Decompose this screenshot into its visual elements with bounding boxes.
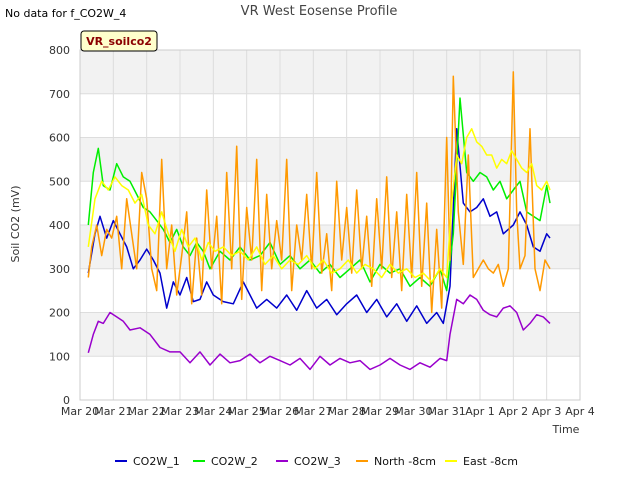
x-tick-label: Apr 3 <box>532 405 562 418</box>
series-lines <box>87 71 551 371</box>
y-tick-label: 500 <box>49 175 70 188</box>
badge: VR_soilco2 <box>80 30 158 52</box>
x-tick-label: Apr 1 <box>465 405 495 418</box>
y-tick-label: 700 <box>49 88 70 101</box>
series-line-co2w-1 <box>87 128 551 325</box>
chart-title: VR West Eosense Profile <box>241 4 398 19</box>
plot-bands <box>80 50 580 357</box>
x-tick-label: Mar 21 <box>94 405 132 418</box>
plot-band <box>80 50 580 94</box>
x-tick-label: Apr 4 <box>565 405 595 418</box>
legend: CO2W_1 CO2W_2 CO2W_3 North -8cm East -8cm <box>115 455 518 468</box>
x-tick-label: Mar 27 <box>294 405 332 418</box>
y-tick-label: 300 <box>49 263 70 276</box>
x-tick-label: Apr 2 <box>499 405 529 418</box>
y-tick-label: 100 <box>49 350 70 363</box>
y-axis: 0 100 200 300 400 500 600 700 800 <box>49 44 70 407</box>
y-tick-label: 800 <box>49 44 70 57</box>
legend-label: CO2W_1 <box>133 455 180 468</box>
y-axis-title: Soil CO2 (mV) <box>9 186 22 263</box>
x-tick-label: Mar 20 <box>61 405 99 418</box>
legend-label: CO2W_3 <box>294 455 341 468</box>
series-line-north-8cm <box>87 71 551 314</box>
legend-label: CO2W_2 <box>211 455 258 468</box>
series-line-east-8cm <box>87 128 551 283</box>
x-tick-label: Mar 30 <box>394 405 432 418</box>
badge-label: VR_soilco2 <box>86 35 152 48</box>
legend-label: North -8cm <box>374 455 436 468</box>
x-tick-label: Mar 28 <box>328 405 366 418</box>
legend-label: East -8cm <box>463 455 518 468</box>
y-tick-label: 400 <box>49 219 70 232</box>
x-tick-label: Mar 29 <box>361 405 399 418</box>
badge-box <box>80 30 158 52</box>
series-line-co2w-2 <box>87 97 551 292</box>
plot-band <box>80 225 580 269</box>
x-axis-title: Time <box>552 423 580 436</box>
x-tick-label: Mar 23 <box>161 405 199 418</box>
plot-band <box>80 137 580 182</box>
x-tick-label: Mar 25 <box>228 405 266 418</box>
no-data-note: No data for f_CO2W_4 <box>5 7 127 20</box>
series-line-co2w-3 <box>87 294 551 371</box>
x-tick-label: Mar 24 <box>194 405 232 418</box>
x-tick-label: Mar 22 <box>128 405 166 418</box>
plot-band <box>80 312 580 357</box>
plot-frame <box>79 49 581 401</box>
y-tick-label: 0 <box>63 394 70 407</box>
y-tick-label: 600 <box>49 132 70 145</box>
x-tick-label: Mar 26 <box>261 405 299 418</box>
y-tick-label: 200 <box>49 307 70 320</box>
x-tick-label: Mar 31 <box>428 405 466 418</box>
